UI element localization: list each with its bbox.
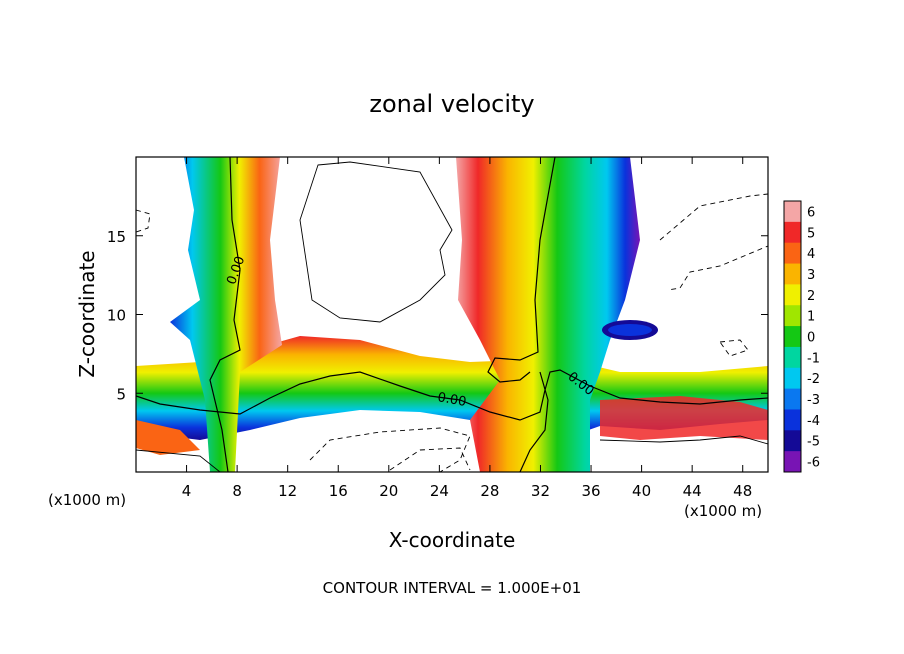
colorbar-label: -1 bbox=[807, 351, 820, 366]
plot-area bbox=[136, 157, 768, 472]
colorbar-swatch bbox=[784, 284, 801, 306]
colorbar-swatch bbox=[784, 221, 801, 244]
y-axis-label: Z-coordinate bbox=[75, 250, 99, 377]
x-tick-label: 4 bbox=[182, 482, 192, 500]
x-tick-label: 8 bbox=[232, 482, 242, 500]
central-column bbox=[456, 157, 640, 472]
x-axis-label: X-coordinate bbox=[389, 528, 516, 552]
x-axis: 4 8 12 16 20 24 28 32 36 40 44 48 bbox=[182, 157, 752, 500]
negative-contours bbox=[136, 193, 768, 472]
colorbar-swatch bbox=[784, 242, 801, 265]
colorbar-swatch bbox=[784, 346, 801, 369]
colorbar-label: -6 bbox=[807, 456, 820, 471]
colorbar-swatch bbox=[784, 430, 801, 452]
lower-left-blob bbox=[136, 420, 200, 455]
y-tick-label: 10 bbox=[107, 307, 126, 325]
colorbar-label: 0 bbox=[807, 331, 815, 346]
colorbar-label: 5 bbox=[807, 226, 815, 241]
contour-lines bbox=[136, 157, 768, 472]
colorbar-label: 1 bbox=[807, 310, 815, 325]
x-tick-label: 40 bbox=[632, 482, 651, 500]
colorbar: 6 5 4 3 2 1 0 -1 -2 -3 -4 -5 -6 bbox=[783, 200, 820, 473]
colorbar-label: 3 bbox=[807, 268, 815, 283]
x-unit-left: (x1000 m) bbox=[48, 491, 126, 509]
y-axis: 5 10 15 bbox=[107, 228, 768, 403]
x-tick-label: 44 bbox=[683, 482, 702, 500]
y-tick-label: 5 bbox=[116, 385, 126, 403]
x-tick-label: 48 bbox=[733, 482, 752, 500]
y-tick-label: 15 bbox=[107, 228, 126, 246]
colorbar-swatch bbox=[784, 451, 801, 473]
colorbar-label: -5 bbox=[807, 435, 820, 450]
x-tick-label: 24 bbox=[430, 482, 449, 500]
contour-label: 0.00 bbox=[436, 390, 467, 410]
colorbar-label: -2 bbox=[807, 372, 820, 387]
colorbar-swatch bbox=[784, 388, 801, 410]
contour-interval-footer: CONTOUR INTERVAL = 1.000E+01 bbox=[323, 579, 582, 597]
colorbar-label: 6 bbox=[807, 205, 815, 220]
colorbar-swatch bbox=[784, 409, 801, 431]
colorbar-swatch bbox=[784, 305, 801, 327]
colorbar-label: 2 bbox=[807, 289, 815, 304]
x-tick-label: 20 bbox=[379, 482, 398, 500]
lower-right-streak bbox=[600, 396, 768, 440]
x-tick-label: 12 bbox=[278, 482, 297, 500]
contour-label-text: 0.00 bbox=[436, 390, 467, 410]
x-tick-label: 16 bbox=[329, 482, 348, 500]
x-tick-label: 36 bbox=[581, 482, 600, 500]
colorbar-swatch bbox=[784, 326, 801, 348]
colorbar-swatch bbox=[784, 263, 801, 285]
colorbar-label: -3 bbox=[807, 393, 820, 408]
left-column bbox=[170, 157, 282, 472]
x-tick-label: 28 bbox=[480, 482, 499, 500]
colorbar-frame bbox=[783, 200, 802, 473]
colorbar-swatch bbox=[784, 367, 801, 390]
colorbar-label: 4 bbox=[807, 247, 815, 262]
chart-title: zonal velocity bbox=[369, 90, 534, 118]
x-unit-right: (x1000 m) bbox=[684, 502, 762, 520]
colorbar-swatch bbox=[784, 201, 801, 223]
x-tick-label: 32 bbox=[531, 482, 550, 500]
colorbar-label: -4 bbox=[807, 414, 820, 429]
